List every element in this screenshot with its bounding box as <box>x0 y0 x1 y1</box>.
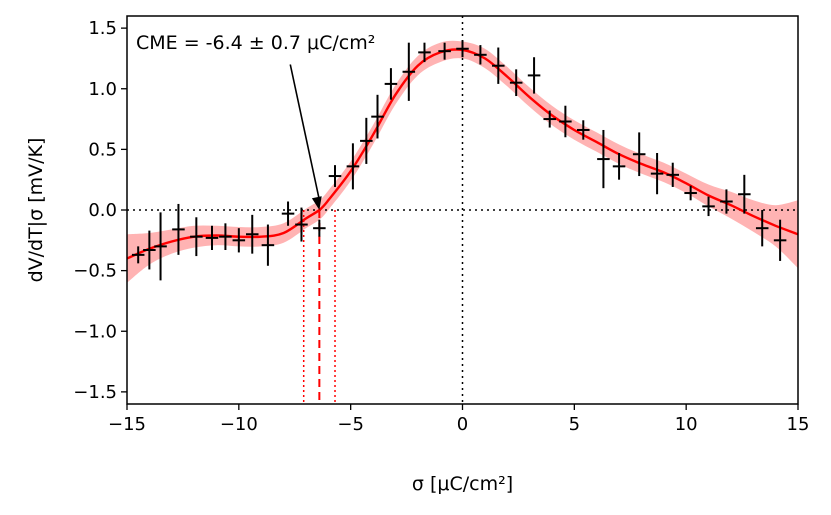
cme-annotation: CME = -6.4 ± 0.7 μC/cm² <box>136 32 375 54</box>
data-point <box>328 165 342 187</box>
data-point <box>232 228 246 253</box>
x-axis-label: σ [μC/cm²] <box>412 473 513 495</box>
data-point <box>313 219 326 237</box>
x-tick-label: −10 <box>220 414 258 435</box>
y-tick-label: 0.0 <box>88 200 117 221</box>
annotation-arrow <box>289 64 321 201</box>
data-point <box>527 57 541 94</box>
data-point <box>346 143 360 190</box>
y-tick-label: −0.5 <box>73 261 117 282</box>
data-point <box>295 207 308 242</box>
data-point <box>738 174 751 214</box>
data-point <box>402 42 416 101</box>
data-point <box>418 42 431 63</box>
x-axis: −15 −10 −5 0 5 10 15 <box>108 404 809 435</box>
x-tick-label: 0 <box>457 414 468 435</box>
data-point <box>559 105 572 138</box>
data-point <box>245 214 259 254</box>
x-tick-label: 15 <box>787 414 810 435</box>
data-point <box>474 45 487 65</box>
data-point <box>612 153 626 180</box>
annotation-arrowhead <box>311 196 322 210</box>
data-point <box>597 129 610 189</box>
data-point <box>577 120 590 140</box>
x-tick-label: 10 <box>675 414 698 435</box>
data-point <box>281 201 295 226</box>
x-tick-label: −5 <box>337 414 364 435</box>
data-point <box>492 47 505 84</box>
y-tick-label: 0.5 <box>88 139 117 160</box>
y-axis-label: dV/dT|σ [mV/K] <box>25 138 47 283</box>
y-tick-label: 1.0 <box>88 79 117 100</box>
x-tick-label: 5 <box>569 414 580 435</box>
data-point <box>632 132 646 177</box>
data-point <box>684 185 697 201</box>
data-point <box>172 203 185 255</box>
data-point <box>456 40 469 58</box>
data-point <box>438 42 451 60</box>
y-tick-label: −1.5 <box>73 382 117 403</box>
data-point <box>371 94 384 139</box>
x-tick-label: −15 <box>108 414 146 435</box>
data-point <box>154 212 167 281</box>
data-point <box>702 196 715 217</box>
data-point <box>131 246 145 264</box>
data-point <box>720 189 733 214</box>
data-point <box>509 69 523 97</box>
data-point <box>755 210 769 247</box>
data-points <box>131 40 787 281</box>
data-point <box>543 110 556 128</box>
data-point <box>666 162 680 187</box>
data-point <box>360 117 373 164</box>
data-point <box>205 225 219 251</box>
y-tick-label: −1.0 <box>73 321 117 342</box>
fit-line <box>127 48 798 260</box>
y-axis: −1.5 −1.0 −0.5 0.0 0.5 1.0 1.5 <box>73 18 127 403</box>
data-point <box>219 223 232 251</box>
fit-confidence-band <box>127 40 798 283</box>
data-point <box>773 219 787 261</box>
data-point <box>143 230 156 270</box>
y-tick-label: 1.5 <box>88 18 117 39</box>
data-point <box>384 68 398 100</box>
data-point <box>261 224 275 266</box>
data-point <box>650 153 664 195</box>
data-point <box>190 217 203 257</box>
